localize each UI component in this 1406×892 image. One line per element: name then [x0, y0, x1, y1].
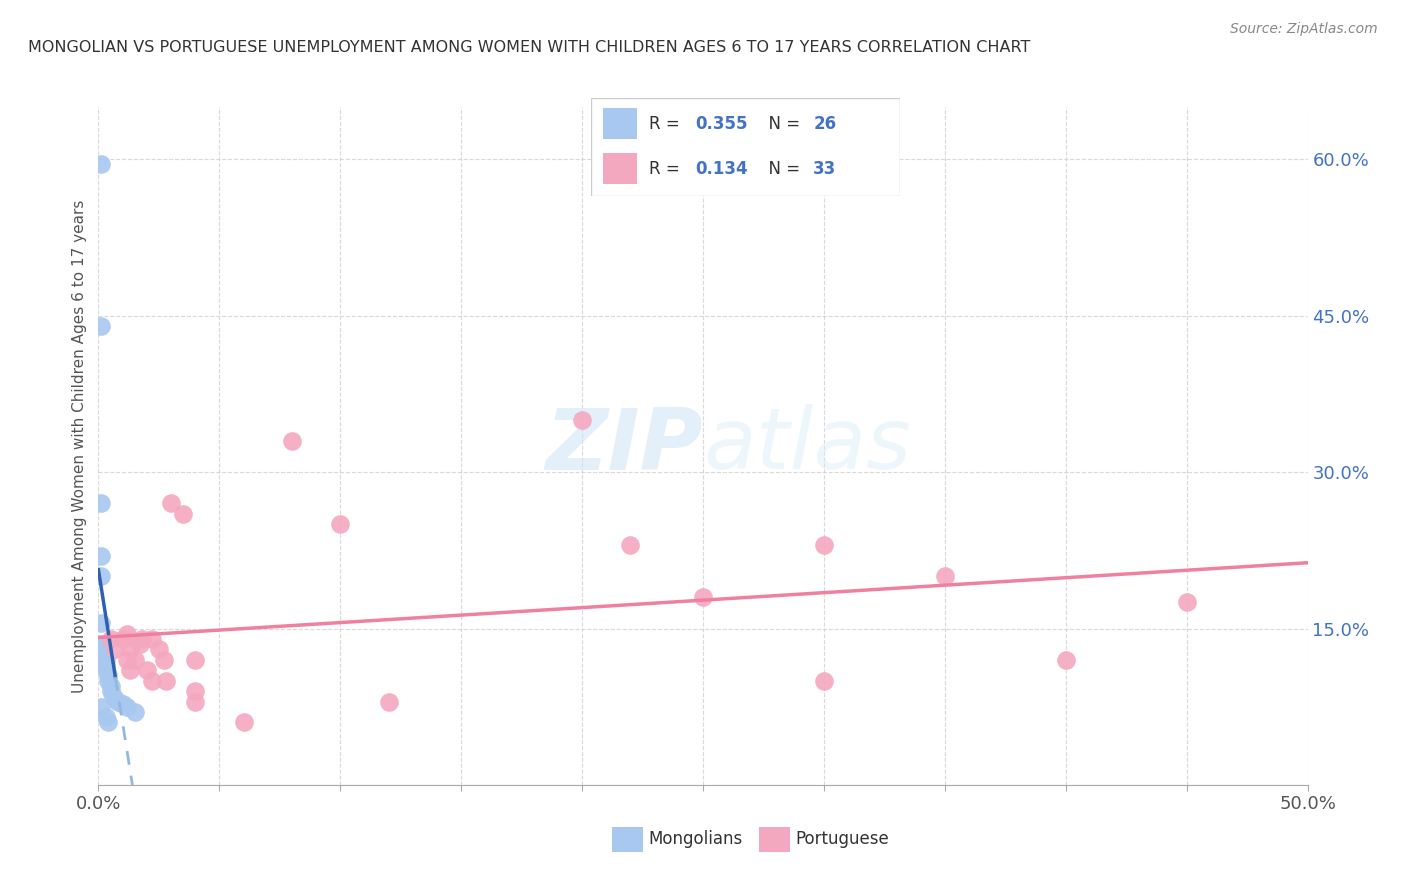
Text: Mongolians: Mongolians	[648, 830, 742, 848]
Point	[117, 699, 139, 714]
Point	[571, 413, 593, 427]
Text: 26: 26	[813, 115, 837, 133]
Point	[141, 632, 163, 646]
Point	[94, 653, 117, 667]
Point	[90, 637, 112, 651]
Point	[101, 690, 124, 704]
Point	[281, 434, 304, 448]
Point	[97, 668, 120, 682]
Point	[131, 632, 153, 646]
Point	[377, 694, 399, 708]
Point	[184, 694, 207, 708]
Point	[90, 319, 112, 334]
Point	[184, 684, 207, 698]
Point	[91, 637, 114, 651]
Text: R =: R =	[650, 115, 685, 133]
Point	[90, 699, 112, 714]
Point	[148, 642, 170, 657]
Point	[184, 653, 207, 667]
Point	[90, 496, 112, 510]
Text: R =: R =	[650, 160, 685, 178]
Point	[619, 538, 641, 552]
Point	[124, 653, 146, 667]
Text: Source: ZipAtlas.com: Source: ZipAtlas.com	[1230, 22, 1378, 37]
Y-axis label: Unemployment Among Women with Children Ages 6 to 17 years: Unemployment Among Women with Children A…	[72, 199, 87, 693]
Text: 33: 33	[813, 160, 837, 178]
Point	[90, 549, 112, 563]
Text: 0.134: 0.134	[696, 160, 748, 178]
Point	[135, 663, 157, 677]
Point	[1175, 595, 1198, 609]
Point	[118, 663, 141, 677]
Point	[141, 673, 163, 688]
Point	[90, 157, 112, 171]
Point	[97, 673, 120, 688]
Text: ZIP: ZIP	[546, 404, 703, 488]
Text: N =: N =	[758, 115, 804, 133]
Point	[107, 694, 129, 708]
Point	[90, 616, 112, 631]
Text: Portuguese: Portuguese	[796, 830, 890, 848]
Point	[124, 705, 146, 719]
Point	[172, 507, 194, 521]
Point	[104, 642, 127, 657]
Point	[155, 673, 177, 688]
Point	[111, 697, 134, 711]
Point	[128, 637, 150, 651]
Point	[94, 710, 117, 724]
Text: 0.355: 0.355	[696, 115, 748, 133]
Point	[117, 626, 139, 640]
Point	[104, 692, 127, 706]
Bar	[603, 108, 637, 139]
Point	[118, 642, 141, 657]
Point	[91, 648, 114, 662]
Point	[117, 653, 139, 667]
Point	[100, 679, 122, 693]
Point	[813, 673, 835, 688]
Point	[97, 715, 120, 730]
Point	[152, 653, 174, 667]
Point	[91, 642, 114, 657]
Point	[329, 517, 352, 532]
Point	[100, 684, 122, 698]
Point	[111, 632, 134, 646]
Point	[90, 569, 112, 583]
Bar	[603, 153, 637, 185]
Point	[1054, 653, 1077, 667]
Text: atlas: atlas	[703, 404, 911, 488]
Point	[160, 496, 183, 510]
Point	[100, 632, 122, 646]
Point	[813, 538, 835, 552]
Point	[94, 663, 117, 677]
Point	[232, 715, 254, 730]
Point	[934, 569, 956, 583]
Text: MONGOLIAN VS PORTUGUESE UNEMPLOYMENT AMONG WOMEN WITH CHILDREN AGES 6 TO 17 YEAR: MONGOLIAN VS PORTUGUESE UNEMPLOYMENT AMO…	[28, 40, 1031, 55]
Text: N =: N =	[758, 160, 804, 178]
Point	[692, 591, 714, 605]
Point	[94, 658, 117, 673]
